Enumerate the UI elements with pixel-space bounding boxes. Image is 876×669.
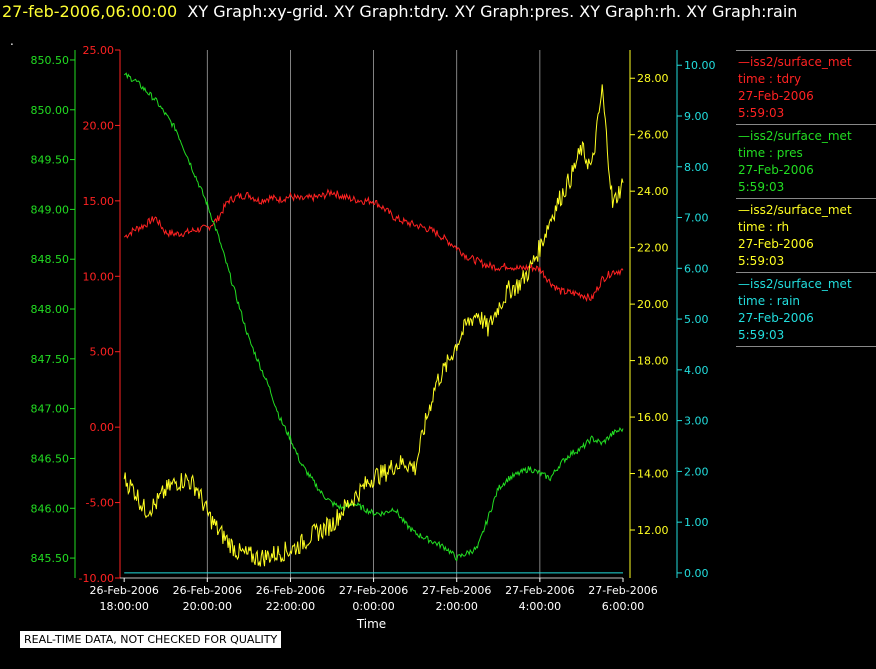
quality-disclaimer: REAL-TIME DATA, NOT CHECKED FOR QUALITY (20, 631, 282, 648)
legend-date: 27-Feb-2006 (738, 163, 814, 177)
tdry-tick-label: 5.00 (90, 346, 115, 359)
legend-time: 5:59:03 (738, 180, 785, 194)
x-tick-date: 27-Feb-2006 (505, 584, 574, 597)
x-tick-time: 0:00:00 (352, 600, 394, 613)
rh-tick-label: 18.00 (637, 355, 669, 368)
tdry-tick-label: 25.00 (83, 44, 115, 57)
legend-var: time : tdry (738, 72, 802, 86)
legend-date: 27-Feb-2006 (738, 311, 814, 325)
legend-station: —iss2/surface_met (738, 277, 852, 291)
tdry-tick-label: 20.00 (83, 119, 115, 132)
pres-tick-label: 847.00 (31, 403, 70, 416)
tdry-tick-label: -5.00 (86, 497, 114, 510)
x-axis-label: Time (356, 617, 386, 631)
header-marker: . (10, 34, 14, 48)
legend-time: 5:59:03 (738, 328, 785, 342)
x-tick-time: 6:00:00 (602, 600, 644, 613)
x-tick-time: 20:00:00 (183, 600, 232, 613)
legend-station: —iss2/surface_met (738, 129, 852, 143)
x-tick-time: 2:00:00 (436, 600, 478, 613)
rain-tick-label: 3.00 (684, 415, 709, 428)
pres-tick-label: 849.00 (31, 203, 70, 216)
chart-header: 27-feb-2006,06:00:00 XY Graph:xy-grid. X… (2, 2, 797, 21)
legend-var: time : pres (738, 146, 803, 160)
rh-tick-label: 12.00 (637, 524, 669, 537)
legend-var: time : rh (738, 220, 790, 234)
rh-tick-label: 14.00 (637, 468, 669, 481)
pres-tick-label: 846.50 (31, 452, 70, 465)
legend-date: 27-Feb-2006 (738, 89, 814, 103)
header-timestamp: 27-feb-2006,06:00:00 (2, 2, 178, 21)
pres-tick-label: 845.50 (31, 552, 70, 565)
series-line-tdry (123, 188, 624, 303)
legend-station: —iss2/surface_met (738, 203, 852, 217)
x-tick-date: 26-Feb-2006 (89, 584, 158, 597)
series-line-pres (123, 72, 624, 562)
rh-tick-label: 16.00 (637, 411, 669, 424)
rain-tick-label: 8.00 (684, 161, 709, 174)
x-tick-date: 26-Feb-2006 (256, 584, 325, 597)
pres-tick-label: 847.50 (31, 353, 70, 366)
pres-tick-label: 846.00 (31, 502, 70, 515)
pres-tick-label: 850.50 (31, 54, 70, 67)
tdry-tick-label: -10.00 (79, 572, 114, 585)
rain-tick-label: 9.00 (684, 110, 709, 123)
rain-tick-label: 4.00 (684, 364, 709, 377)
tdry-tick-label: 10.00 (83, 270, 115, 283)
rain-tick-label: 0.00 (684, 567, 709, 580)
legend-station: —iss2/surface_met (738, 55, 852, 69)
rain-tick-label: 6.00 (684, 262, 709, 275)
rh-tick-label: 24.00 (637, 185, 669, 198)
x-tick-date: 26-Feb-2006 (173, 584, 242, 597)
tdry-tick-label: 0.00 (90, 421, 115, 434)
rain-tick-label: 7.00 (684, 212, 709, 225)
legend-divider (736, 346, 876, 347)
legend-time: 5:59:03 (738, 106, 785, 120)
x-tick-date: 27-Feb-2006 (588, 584, 657, 597)
rh-tick-label: 26.00 (637, 129, 669, 142)
pres-tick-label: 848.50 (31, 253, 70, 266)
rain-tick-label: 1.00 (684, 516, 709, 529)
x-tick-time: 4:00:00 (519, 600, 561, 613)
x-tick-time: 18:00:00 (99, 600, 148, 613)
rh-tick-label: 20.00 (637, 298, 669, 311)
x-tick-time: 22:00:00 (266, 600, 315, 613)
legend: —iss2/surface_met time : tdry 27-Feb-2006 5… (736, 50, 876, 347)
tdry-tick-label: 15.00 (83, 195, 115, 208)
header-graph-list: XY Graph:xy-grid. XY Graph:tdry. XY Grap… (187, 2, 798, 21)
series-line-rh (123, 84, 624, 567)
pres-tick-label: 848.00 (31, 303, 70, 316)
rain-tick-label: 2.00 (684, 465, 709, 478)
legend-var: time : rain (738, 294, 801, 308)
pres-tick-label: 849.50 (31, 154, 70, 167)
x-tick-date: 27-Feb-2006 (422, 584, 491, 597)
pres-tick-label: 850.00 (31, 104, 70, 117)
legend-date: 27-Feb-2006 (738, 237, 814, 251)
rh-tick-label: 28.00 (637, 72, 669, 85)
rh-tick-label: 22.00 (637, 242, 669, 255)
rain-tick-label: 10.00 (684, 59, 716, 72)
legend-time: 5:59:03 (738, 254, 785, 268)
rain-tick-label: 5.00 (684, 313, 709, 326)
x-tick-date: 27-Feb-2006 (339, 584, 408, 597)
